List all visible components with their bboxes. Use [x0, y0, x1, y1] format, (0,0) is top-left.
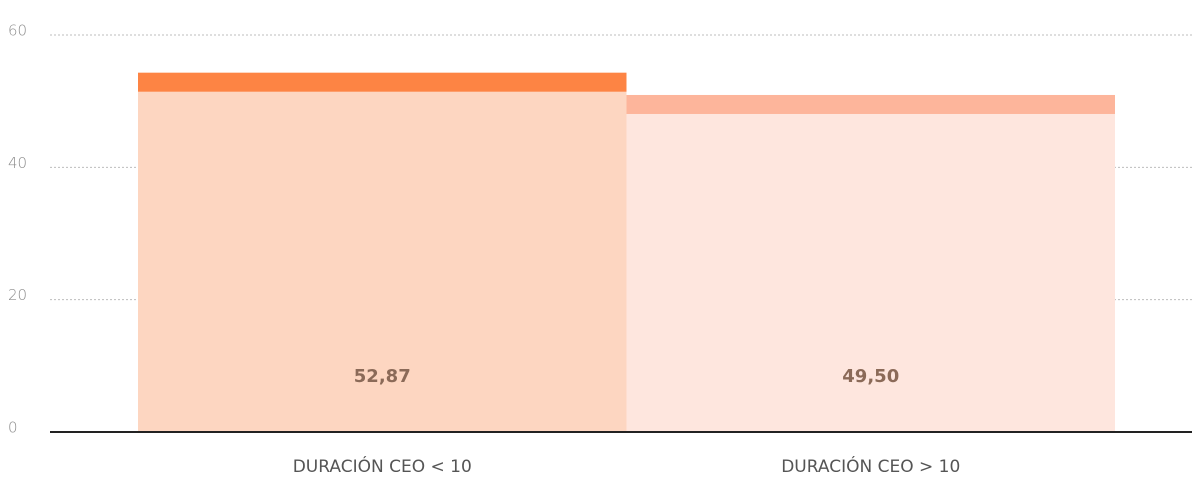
x-tick-label: DURACIÓN CEO > 10	[781, 455, 960, 477]
bar-cap	[626, 94, 1115, 114]
bar	[138, 82, 627, 433]
value-label: 49,50	[842, 366, 899, 387]
y-tick-label: 0	[8, 419, 18, 437]
y-tick-label: 60	[8, 22, 27, 40]
y-tick-label: 20	[8, 286, 27, 304]
bar-cap	[138, 72, 627, 92]
x-tick-label: DURACIÓN CEO < 10	[293, 455, 472, 477]
value-label: 52,87	[354, 366, 411, 387]
y-tick-label: 40	[8, 154, 27, 172]
bar	[626, 104, 1115, 432]
